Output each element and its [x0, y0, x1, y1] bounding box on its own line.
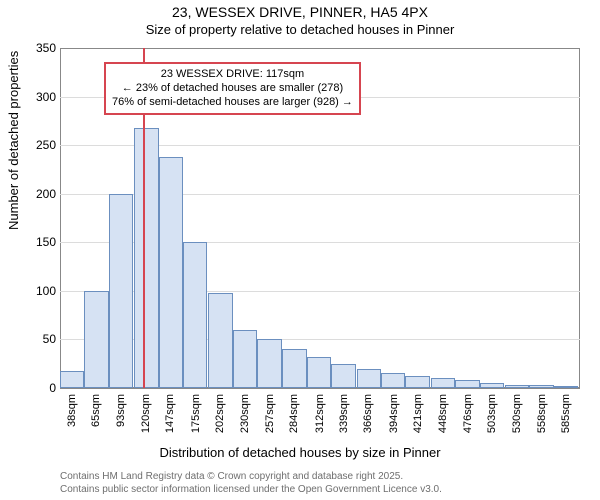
histogram-bar: [405, 376, 429, 388]
footer-line1: Contains HM Land Registry data © Crown c…: [60, 471, 442, 484]
histogram-bar: [455, 380, 479, 388]
histogram-bar: [331, 364, 355, 388]
histogram-bar: [282, 349, 306, 388]
x-tick-label: 93sqm: [115, 394, 127, 427]
x-tick-label: 147sqm: [164, 394, 176, 433]
x-tick-label: 120sqm: [140, 394, 152, 433]
y-tick-label: 0: [49, 381, 56, 395]
histogram-bar: [84, 291, 108, 388]
histogram-bar: [109, 194, 133, 388]
callout-line2: ← 23% of detached houses are smaller (27…: [112, 82, 353, 96]
histogram-bar: [529, 385, 553, 388]
histogram-bar: [60, 371, 84, 388]
x-tick-label: 175sqm: [190, 394, 202, 433]
histogram-bar: [208, 293, 232, 388]
x-tick-label: 65sqm: [90, 394, 102, 427]
y-tick-label: 50: [43, 332, 56, 346]
x-tick-label: 339sqm: [338, 394, 350, 433]
title-block: 23, WESSEX DRIVE, PINNER, HA5 4PX Size o…: [0, 4, 600, 37]
gridline: [60, 388, 580, 389]
x-tick-label: 585sqm: [560, 394, 572, 433]
x-tick-label: 230sqm: [239, 394, 251, 433]
x-tick-label: 476sqm: [462, 394, 474, 433]
callout-box: 23 WESSEX DRIVE: 117sqm ← 23% of detache…: [104, 62, 361, 115]
y-tick-label: 200: [36, 187, 56, 201]
histogram-bar: [381, 373, 405, 388]
x-tick-label: 284sqm: [288, 394, 300, 433]
chart-title: 23, WESSEX DRIVE, PINNER, HA5 4PX: [0, 4, 600, 20]
histogram-bar: [257, 339, 281, 388]
histogram-bar: [505, 385, 529, 388]
histogram-bar: [159, 157, 183, 388]
y-tick-label: 250: [36, 138, 56, 152]
footer-text: Contains HM Land Registry data © Crown c…: [60, 471, 442, 496]
callout-line1: 23 WESSEX DRIVE: 117sqm: [112, 68, 353, 82]
x-tick-label: 558sqm: [536, 394, 548, 433]
y-axis-label: Number of detached properties: [6, 51, 21, 230]
y-tick-label: 100: [36, 284, 56, 298]
callout-line3: 76% of semi-detached houses are larger (…: [112, 96, 353, 110]
histogram-bar: [357, 369, 381, 388]
histogram-bar: [307, 357, 331, 388]
histogram-bar: [233, 330, 257, 388]
histogram-bar: [134, 128, 158, 388]
x-tick-label: 421sqm: [412, 394, 424, 433]
histogram-bar: [554, 386, 578, 388]
plot-area: 050100150200250300350 23 WESSEX DRIVE: 1…: [60, 48, 580, 388]
histogram-bar: [480, 383, 504, 388]
x-tick-label: 503sqm: [486, 394, 498, 433]
x-tick-label: 530sqm: [511, 394, 523, 433]
x-tick-label: 366sqm: [362, 394, 374, 433]
y-tick-label: 150: [36, 235, 56, 249]
x-tick-label: 394sqm: [388, 394, 400, 433]
histogram-bar: [431, 378, 455, 388]
x-axis-label: Distribution of detached houses by size …: [0, 445, 600, 460]
x-tick-label: 202sqm: [214, 394, 226, 433]
x-tick-label: 448sqm: [437, 394, 449, 433]
y-tick-label: 300: [36, 90, 56, 104]
x-tick-label: 257sqm: [264, 394, 276, 433]
x-tick-label: 38sqm: [66, 394, 78, 427]
histogram-bar: [183, 242, 207, 388]
y-tick-label: 350: [36, 41, 56, 55]
x-tick-label: 312sqm: [314, 394, 326, 433]
footer-line2: Contains public sector information licen…: [60, 484, 442, 497]
chart-subtitle: Size of property relative to detached ho…: [0, 22, 600, 37]
